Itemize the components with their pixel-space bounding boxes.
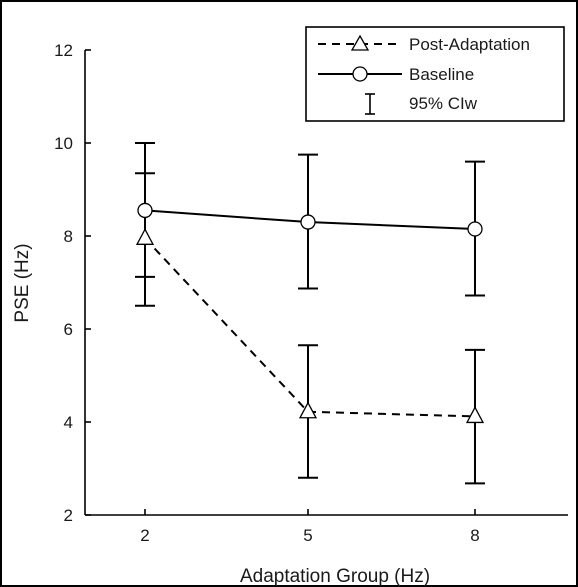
markers-group (135, 202, 485, 424)
x-ticks-group: 2 5 8 (140, 509, 480, 545)
legend-circle-marker (352, 66, 368, 82)
legend-label-ci: 95% CIw (409, 94, 478, 113)
data-point-baseline (467, 221, 483, 237)
data-point-post-adaptation (298, 401, 318, 419)
x-axis-title: Adaptation Group (Hz) (240, 566, 430, 587)
legend-label-baseline: Baseline (409, 65, 474, 84)
y-tick-label: 10 (54, 134, 73, 153)
legend-label-post-adaptation: Post-Adaptation (409, 35, 530, 54)
y-axis-title: PSE (Hz) (12, 243, 33, 322)
x-tick-label: 8 (470, 526, 479, 545)
data-point-post-adaptation (465, 406, 485, 424)
legend: Post-Adaptation Baseline 95% CIw (305, 26, 565, 122)
y-tick-label: 6 (64, 320, 73, 339)
data-point-baseline (300, 214, 316, 230)
legend-triangle-marker (350, 34, 370, 51)
axes-group (84, 50, 568, 516)
x-tick-label: 2 (140, 526, 149, 545)
legend-ci-icon (365, 93, 375, 115)
y-tick-label: 2 (64, 506, 73, 525)
y-tick-label: 4 (64, 413, 73, 432)
x-tick-label: 5 (303, 526, 312, 545)
y-tick-label: 12 (54, 41, 73, 60)
y-tick-label: 8 (64, 227, 73, 246)
data-point-post-adaptation (135, 227, 155, 245)
y-ticks-group: 2 4 6 8 10 12 (54, 41, 91, 525)
data-point-baseline (137, 202, 153, 219)
